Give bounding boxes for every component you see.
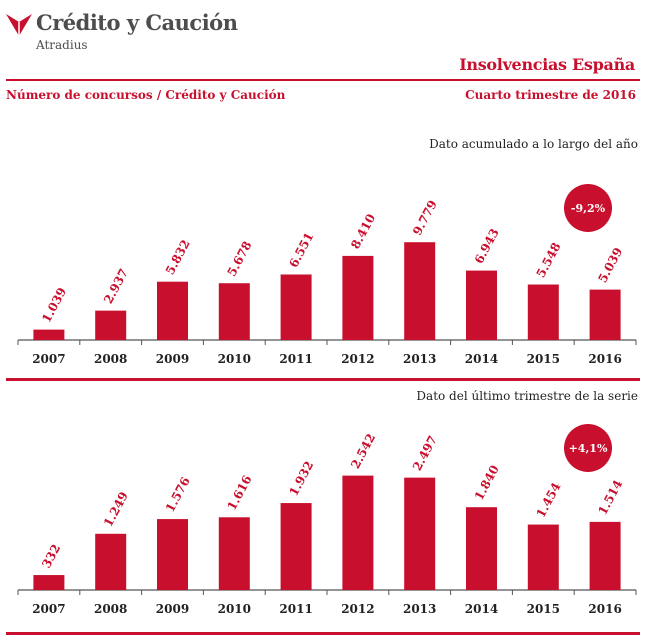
brand-sub: Atradius: [36, 38, 88, 52]
brand-mark-icon: [6, 14, 32, 36]
x-tick-label-2009: 2009: [156, 352, 189, 366]
bar-2008: [95, 533, 127, 590]
data-label-2007: 1.039: [39, 285, 69, 325]
x-tick-label-2012: 2012: [341, 352, 374, 366]
brand-name: Crédito y Caución: [36, 10, 238, 35]
bar-2010: [218, 517, 250, 590]
brand-logo: Crédito y Caución Atradius: [4, 8, 244, 54]
chart-subtitle: Número de concursos / Crédito y Caución: [6, 88, 286, 102]
bar-2007: [33, 575, 65, 590]
x-tick-label-2014: 2014: [465, 602, 498, 616]
bar-2012: [342, 475, 374, 590]
bar-2008: [95, 310, 127, 340]
bar-2012: [342, 255, 374, 340]
bar-2007: [33, 329, 65, 340]
chart-2-title: Dato del último trimestre de la serie: [416, 389, 638, 403]
bar-2009: [157, 281, 188, 340]
bar-2013: [404, 477, 436, 590]
bar-2011: [280, 503, 312, 590]
x-tick-label-2008: 2008: [94, 602, 127, 616]
period-label: Cuarto trimestre de 2016: [465, 88, 636, 102]
data-label-2015: 5.548: [534, 240, 564, 280]
x-tick-label-2016: 2016: [588, 602, 621, 616]
data-label-2012: 8.410: [348, 212, 378, 252]
bar-2015: [527, 524, 559, 590]
bar-2015: [527, 284, 559, 340]
chart-1: 1.039 2007 2.937 2008 5.832 2009 5.678 2010 6.55…: [17, 198, 637, 366]
section-rule-2: [6, 632, 640, 635]
chart-2: 332 2007 1.249 2008 1.576 2009 1.616 2010 1.932 2…: [17, 431, 637, 616]
bar-2011: [280, 274, 312, 340]
data-label-2013: 9.779: [410, 198, 440, 238]
data-label-2016: 1.514: [595, 478, 625, 518]
x-tick-label-2008: 2008: [94, 352, 127, 366]
data-label-2012: 2.542: [348, 431, 378, 471]
bar-2016: [589, 521, 621, 590]
data-label-2009: 1.576: [163, 475, 193, 515]
x-tick-label-2014: 2014: [465, 352, 498, 366]
x-tick-label-2007: 2007: [32, 352, 65, 366]
x-tick-label-2010: 2010: [218, 602, 251, 616]
data-label-2008: 2.937: [101, 266, 131, 306]
bar-2013: [404, 242, 436, 340]
data-label-2014: 6.943: [472, 226, 502, 266]
data-label-2014: 1.840: [472, 463, 502, 503]
x-tick-label-2011: 2011: [279, 352, 312, 366]
x-tick-label-2012: 2012: [341, 602, 374, 616]
x-tick-label-2010: 2010: [218, 352, 251, 366]
data-label-2015: 1.454: [534, 480, 564, 520]
data-label-2016: 5.039: [595, 245, 625, 285]
bar-2014: [466, 270, 497, 340]
bar-2014: [466, 507, 497, 590]
data-label-2010: 1.616: [225, 473, 255, 513]
section-rule-1: [6, 378, 640, 381]
data-label-2011: 1.932: [286, 459, 316, 499]
data-label-2007: 332: [39, 542, 63, 571]
x-tick-label-2015: 2015: [527, 352, 560, 366]
x-tick-label-2007: 2007: [32, 602, 65, 616]
header-rule: [6, 79, 640, 81]
data-label-2009: 5.832: [163, 237, 193, 277]
bar-2009: [157, 519, 188, 590]
data-label-2008: 1.249: [101, 489, 131, 529]
chart-1-change-badge: -9,2%: [564, 184, 612, 232]
x-tick-label-2015: 2015: [527, 602, 560, 616]
data-label-2010: 5.678: [225, 239, 255, 279]
x-tick-label-2013: 2013: [403, 352, 436, 366]
data-label-2013: 2.497: [410, 433, 440, 473]
bar-2010: [218, 283, 250, 340]
x-tick-label-2016: 2016: [588, 352, 621, 366]
data-label-2011: 6.551: [286, 230, 316, 270]
bar-2016: [589, 289, 621, 340]
x-tick-label-2013: 2013: [403, 602, 436, 616]
page-title: Insolvencias España: [459, 55, 635, 74]
chart-2-change-badge: +4,1%: [564, 424, 612, 472]
x-tick-label-2011: 2011: [279, 602, 312, 616]
x-tick-label-2009: 2009: [156, 602, 189, 616]
chart-1-title: Dato acumulado a lo largo del año: [429, 137, 638, 151]
